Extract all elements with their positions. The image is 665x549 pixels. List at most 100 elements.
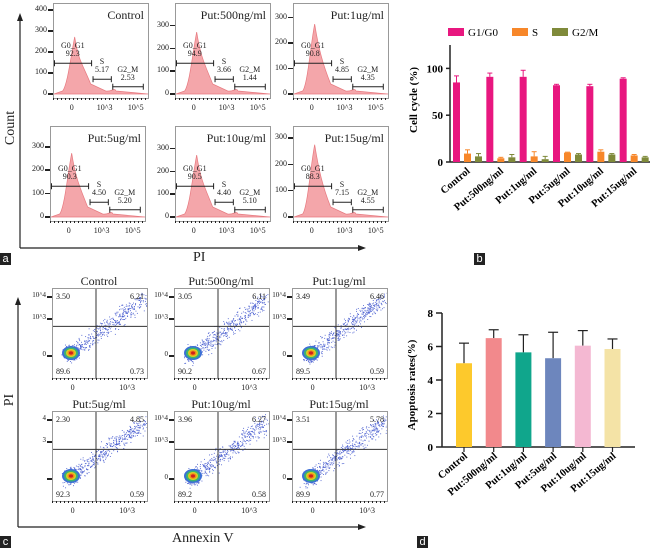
event-dot	[322, 469, 324, 471]
event-dot	[246, 308, 248, 310]
event-dot	[100, 459, 102, 461]
y-tick-label: 0	[165, 88, 169, 97]
event-dot	[375, 423, 377, 425]
event-dot	[134, 298, 136, 300]
event-dot	[104, 453, 106, 455]
scatter-title: Put:5ug/ml	[72, 397, 126, 411]
event-dot	[205, 467, 207, 468]
event-dot	[94, 330, 96, 332]
event-dot	[342, 456, 344, 458]
event-dot	[113, 450, 115, 452]
event-dot	[359, 319, 361, 321]
event-dot	[218, 460, 219, 462]
event-dot	[219, 463, 221, 465]
density-level	[69, 474, 73, 478]
event-dot	[248, 305, 250, 307]
event-dot	[365, 310, 367, 312]
event-dot	[363, 307, 365, 309]
event-dot	[331, 347, 333, 349]
bar	[541, 159, 549, 162]
event-dot	[127, 305, 129, 307]
event-dot	[206, 462, 208, 464]
event-dot	[259, 426, 261, 428]
event-dot	[369, 312, 370, 314]
event-dot	[188, 359, 189, 361]
event-dot	[126, 442, 128, 444]
event-dot	[258, 300, 260, 302]
event-dot	[376, 299, 378, 301]
event-dot	[318, 342, 320, 344]
event-dot	[369, 307, 371, 309]
event-dot	[87, 339, 89, 341]
event-dot	[255, 306, 256, 308]
event-dot	[346, 323, 348, 325]
event-dot	[237, 444, 239, 446]
event-dot	[81, 469, 83, 471]
event-dot	[94, 462, 95, 464]
event-dot	[364, 316, 366, 318]
event-dot	[80, 348, 82, 350]
event-dot	[134, 309, 136, 310]
x-tick-label: 0	[309, 103, 314, 112]
event-dot	[213, 458, 215, 460]
panel-label-a: a	[0, 253, 11, 265]
event-dot	[339, 335, 341, 337]
event-dot	[350, 457, 351, 459]
event-dot	[131, 435, 133, 437]
event-dot	[329, 466, 331, 468]
event-dot	[76, 344, 77, 346]
gate-name: S	[339, 180, 345, 190]
event-dot	[136, 422, 138, 424]
event-dot	[252, 307, 254, 309]
event-dot	[363, 315, 365, 316]
event-dot	[353, 328, 355, 330]
event-dot	[339, 450, 341, 452]
event-dot	[344, 447, 346, 449]
event-dot	[229, 446, 231, 448]
event-dot	[144, 297, 146, 299]
event-dot	[125, 442, 127, 444]
event-dot	[347, 449, 349, 451]
scatter-plot: 2.30 4.85 92.3 0.59	[52, 411, 148, 502]
event-dot	[127, 430, 129, 432]
event-dot	[346, 452, 348, 454]
event-dot	[250, 433, 252, 435]
event-dot	[93, 464, 95, 466]
y-tick-label: 100	[35, 67, 47, 76]
x-tick-label: 0	[191, 226, 196, 235]
event-dot	[195, 484, 197, 486]
event-dot	[211, 344, 213, 346]
y-tick-mark	[48, 9, 53, 11]
event-dot	[84, 470, 85, 472]
bar	[485, 338, 502, 447]
y-tick-label: 200	[32, 164, 44, 174]
event-dot	[244, 448, 246, 450]
event-dot	[342, 450, 344, 452]
quadrant-lower-left: 90.2	[178, 367, 192, 376]
event-dot	[97, 458, 99, 460]
x-axis-ticks	[52, 501, 146, 503]
event-dot	[86, 460, 88, 462]
event-dot	[373, 302, 374, 304]
event-dot	[263, 431, 265, 432]
event-dot	[144, 430, 146, 432]
event-dot	[352, 320, 353, 322]
event-dot	[240, 321, 242, 323]
event-dot	[211, 332, 213, 334]
legend-label: G2/M	[572, 27, 599, 39]
event-dot	[322, 341, 324, 343]
event-dot	[140, 300, 142, 302]
histogram-curve	[176, 154, 270, 218]
gate-name: G2_M	[239, 64, 261, 74]
event-dot	[331, 337, 333, 339]
event-dot	[348, 450, 350, 452]
event-dot	[336, 451, 338, 453]
event-dot	[202, 464, 204, 466]
event-dot	[338, 453, 340, 455]
event-dot	[325, 472, 327, 474]
event-dot	[73, 467, 75, 469]
event-dot	[382, 308, 383, 310]
event-dot	[376, 431, 378, 432]
event-dot	[133, 431, 135, 433]
event-dot	[146, 423, 147, 424]
